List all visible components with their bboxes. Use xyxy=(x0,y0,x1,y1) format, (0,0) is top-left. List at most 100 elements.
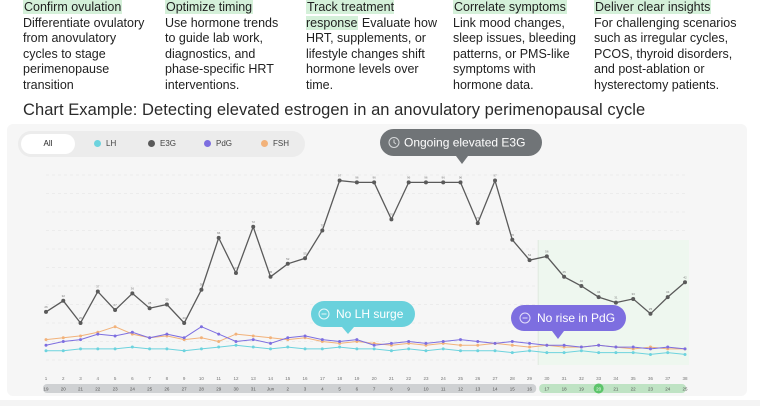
point-e3g[interactable] xyxy=(147,306,152,311)
point-lh[interactable] xyxy=(338,345,342,349)
point-e3g[interactable] xyxy=(95,289,100,294)
point-pdg[interactable] xyxy=(44,343,48,347)
point-e3g[interactable] xyxy=(199,287,204,292)
point-lh[interactable] xyxy=(130,345,134,349)
legend-filter-fsh[interactable]: FSH xyxy=(261,131,289,157)
legend-filter-all[interactable]: All xyxy=(21,134,75,154)
point-pdg[interactable] xyxy=(493,341,497,345)
point-pdg[interactable] xyxy=(338,340,342,343)
point-pdg[interactable] xyxy=(407,340,411,343)
point-lh[interactable] xyxy=(666,351,670,355)
point-pdg[interactable] xyxy=(251,338,255,342)
point-pdg[interactable] xyxy=(614,345,618,349)
point-e3g[interactable] xyxy=(285,261,290,266)
point-lh[interactable] xyxy=(389,349,393,353)
point-lh[interactable] xyxy=(61,349,65,353)
point-e3g[interactable] xyxy=(544,254,549,259)
point-e3g[interactable] xyxy=(527,258,532,263)
point-lh[interactable] xyxy=(579,349,583,353)
point-lh[interactable] xyxy=(303,347,307,351)
point-fsh[interactable] xyxy=(476,343,480,347)
point-lh[interactable] xyxy=(545,351,549,355)
point-e3g[interactable] xyxy=(613,300,618,305)
point-lh[interactable] xyxy=(199,347,203,351)
point-pdg[interactable] xyxy=(217,332,221,336)
point-lh[interactable] xyxy=(79,347,83,351)
point-e3g[interactable] xyxy=(130,291,135,296)
point-pdg[interactable] xyxy=(96,332,100,336)
point-lh[interactable] xyxy=(597,351,601,355)
point-e3g[interactable] xyxy=(337,178,342,183)
point-e3g[interactable] xyxy=(372,180,377,185)
point-lh[interactable] xyxy=(251,345,255,349)
legend-filter-lh[interactable]: LH xyxy=(94,131,116,157)
point-e3g[interactable] xyxy=(303,256,308,261)
point-pdg[interactable] xyxy=(528,341,532,345)
point-pdg[interactable] xyxy=(476,340,480,343)
point-e3g[interactable] xyxy=(164,302,169,307)
point-lh[interactable] xyxy=(44,349,48,353)
point-fsh[interactable] xyxy=(61,336,65,340)
point-pdg[interactable] xyxy=(372,343,376,347)
point-pdg[interactable] xyxy=(424,341,428,345)
point-e3g[interactable] xyxy=(423,180,428,185)
point-lh[interactable] xyxy=(562,351,566,355)
legend-filter-pdg[interactable]: PdG xyxy=(204,131,232,157)
legend-filter-e3g[interactable]: E3G xyxy=(148,131,176,157)
point-lh[interactable] xyxy=(476,349,480,353)
point-e3g[interactable] xyxy=(113,308,118,313)
point-e3g[interactable] xyxy=(251,224,256,229)
point-lh[interactable] xyxy=(96,347,100,351)
point-e3g[interactable] xyxy=(320,228,325,233)
point-pdg[interactable] xyxy=(79,338,83,342)
point-lh[interactable] xyxy=(441,347,445,351)
point-lh[interactable] xyxy=(648,352,652,356)
point-lh[interactable] xyxy=(165,347,169,351)
point-e3g[interactable] xyxy=(233,271,238,276)
point-fsh[interactable] xyxy=(269,336,273,340)
point-lh[interactable] xyxy=(407,347,411,351)
point-pdg[interactable] xyxy=(113,334,117,338)
point-pdg[interactable] xyxy=(389,341,393,345)
point-lh[interactable] xyxy=(614,351,618,355)
point-pdg[interactable] xyxy=(269,341,273,345)
point-e3g[interactable] xyxy=(665,295,670,300)
point-e3g[interactable] xyxy=(216,235,221,240)
point-fsh[interactable] xyxy=(79,334,83,338)
point-fsh[interactable] xyxy=(528,345,532,349)
point-e3g[interactable] xyxy=(458,180,463,185)
point-pdg[interactable] xyxy=(597,343,601,347)
point-pdg[interactable] xyxy=(199,325,203,329)
point-pdg[interactable] xyxy=(648,347,652,351)
point-lh[interactable] xyxy=(320,347,324,351)
point-lh[interactable] xyxy=(217,345,221,349)
point-e3g[interactable] xyxy=(631,296,636,301)
point-e3g[interactable] xyxy=(389,217,394,222)
point-lh[interactable] xyxy=(234,343,238,347)
point-e3g[interactable] xyxy=(596,295,601,300)
point-lh[interactable] xyxy=(113,347,117,351)
point-pdg[interactable] xyxy=(510,340,514,343)
point-lh[interactable] xyxy=(148,347,152,351)
point-lh[interactable] xyxy=(269,347,273,351)
point-lh[interactable] xyxy=(355,347,359,351)
point-lh[interactable] xyxy=(528,349,532,353)
point-e3g[interactable] xyxy=(182,321,187,325)
point-e3g[interactable] xyxy=(493,178,498,183)
point-lh[interactable] xyxy=(424,349,428,353)
point-e3g[interactable] xyxy=(562,274,567,279)
point-pdg[interactable] xyxy=(130,330,134,334)
point-e3g[interactable] xyxy=(441,180,446,185)
point-e3g[interactable] xyxy=(268,274,273,279)
point-pdg[interactable] xyxy=(182,336,186,340)
point-lh[interactable] xyxy=(631,351,635,355)
point-pdg[interactable] xyxy=(683,347,687,351)
point-e3g[interactable] xyxy=(579,284,584,288)
point-pdg[interactable] xyxy=(148,336,152,340)
point-fsh[interactable] xyxy=(113,325,117,329)
point-fsh[interactable] xyxy=(251,334,255,338)
point-e3g[interactable] xyxy=(44,309,48,314)
point-e3g[interactable] xyxy=(510,237,515,242)
point-lh[interactable] xyxy=(493,349,497,353)
point-e3g[interactable] xyxy=(475,221,480,226)
